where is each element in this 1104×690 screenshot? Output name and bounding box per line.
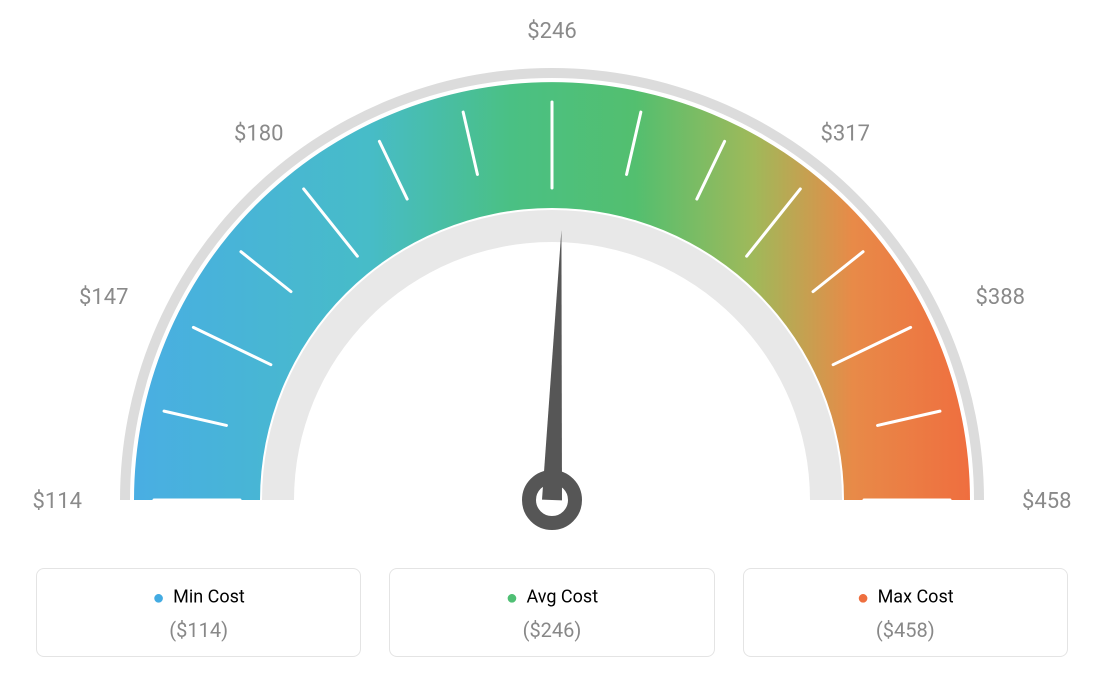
legend-title-min: ● Min Cost (49, 585, 348, 610)
legend-card-avg: ● Avg Cost ($246) (389, 568, 714, 657)
gauge-tick-label: $147 (79, 285, 128, 310)
gauge-tick-label: $246 (527, 19, 576, 44)
gauge-tick-label: $180 (234, 122, 283, 147)
gauge-tick-label: $388 (976, 285, 1025, 310)
dot-icon-min: ● (153, 585, 165, 609)
dot-icon-max: ● (857, 585, 869, 609)
cost-gauge: $114 $147 $180 $246 $317 $388 $458 (0, 0, 1104, 560)
legend-title-avg: ● Avg Cost (402, 585, 701, 610)
gauge-tick-label: $114 (33, 489, 82, 514)
dot-icon-avg: ● (506, 585, 518, 609)
gauge-svg: $114 $147 $180 $246 $317 $388 $458 (0, 0, 1104, 560)
gauge-tick-label: $317 (820, 122, 869, 147)
gauge-needle (542, 230, 562, 500)
legend-label-max: Max Cost (878, 586, 954, 607)
legend-card-max: ● Max Cost ($458) (743, 568, 1068, 657)
gauge-tick-label: $458 (1022, 489, 1071, 514)
legend-title-max: ● Max Cost (756, 585, 1055, 610)
legend-label-avg: Avg Cost (526, 586, 598, 607)
legend-card-min: ● Min Cost ($114) (36, 568, 361, 657)
legend-row: ● Min Cost ($114) ● Avg Cost ($246) ● Ma… (0, 568, 1104, 657)
legend-label-min: Min Cost (173, 586, 245, 607)
legend-value-avg: ($246) (402, 618, 701, 642)
legend-value-min: ($114) (49, 618, 348, 642)
legend-value-max: ($458) (756, 618, 1055, 642)
